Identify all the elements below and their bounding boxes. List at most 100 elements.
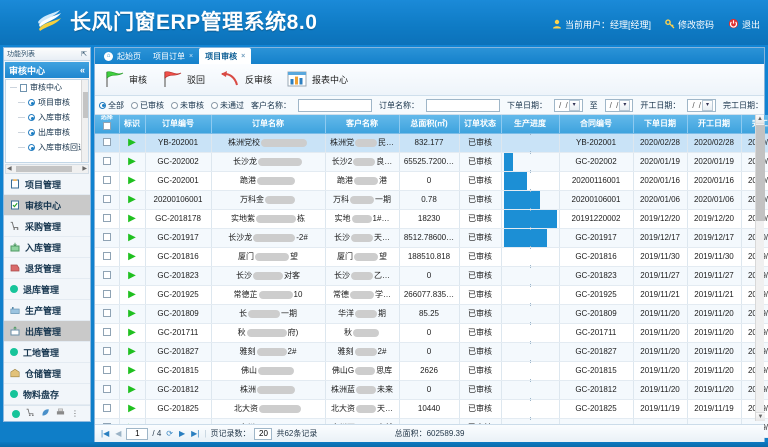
table-row[interactable]: ▶ GC-202002 长沙龙 长沙2 良… 65525.7200… 已审核 GC-20200… bbox=[95, 152, 768, 172]
sidebar-item-warehouse-return-management[interactable]: 退库管理 bbox=[4, 279, 90, 300]
column-header-start-date[interactable]: 开工日期 bbox=[687, 115, 742, 134]
table-row[interactable]: ▶ GC-201827 雅刻 2# 雅刻 2# 0 已审核 GC-201827 2019/11/2… bbox=[95, 342, 768, 362]
row-checkbox[interactable] bbox=[102, 384, 111, 393]
last-page-icon[interactable]: ▶| bbox=[191, 429, 200, 438]
row-flag-cell[interactable]: ▶ bbox=[119, 247, 146, 267]
scrollbar-thumb[interactable] bbox=[83, 92, 88, 118]
row-flag-cell[interactable]: ▶ bbox=[119, 228, 146, 248]
calendar-dropdown-icon[interactable]: ▾ bbox=[619, 99, 631, 111]
row-select-cell[interactable] bbox=[95, 171, 120, 191]
row-select-cell[interactable] bbox=[95, 190, 120, 210]
row-flag-cell[interactable]: ▶ bbox=[119, 323, 146, 343]
scroll-left-icon[interactable]: ◀ bbox=[7, 166, 12, 172]
row-flag-cell[interactable]: ▶ bbox=[119, 190, 146, 210]
row-flag-cell[interactable]: ▶ bbox=[119, 285, 146, 305]
row-select-cell[interactable] bbox=[95, 361, 120, 381]
green-play-icon[interactable]: ▶ bbox=[128, 308, 136, 319]
row-flag-cell[interactable]: ▶ bbox=[119, 152, 146, 172]
row-select-cell[interactable] bbox=[95, 323, 120, 343]
column-header-progress[interactable]: 生产进度 bbox=[501, 115, 560, 134]
column-header-order-status[interactable]: 订单状态 bbox=[459, 115, 502, 134]
green-play-icon[interactable]: ▶ bbox=[128, 175, 136, 186]
scroll-up-icon[interactable]: ▲ bbox=[756, 115, 764, 124]
green-play-icon[interactable]: ▶ bbox=[128, 156, 136, 167]
table-row[interactable]: ▶ GC-201925 常德芷 10 常德 学… 266077.835… 已审核 GC-2019… bbox=[95, 285, 768, 305]
refresh-icon[interactable]: ⟳ bbox=[166, 429, 173, 438]
green-play-icon[interactable]: ▶ bbox=[128, 213, 136, 224]
order-date-from-picker[interactable]: / / ▾ bbox=[554, 98, 583, 112]
green-play-icon[interactable]: ▶ bbox=[128, 384, 136, 395]
row-checkbox[interactable] bbox=[102, 346, 111, 355]
prev-page-icon[interactable]: ◀ bbox=[115, 429, 122, 438]
green-play-icon[interactable]: ▶ bbox=[128, 327, 136, 338]
calendar-dropdown-icon[interactable]: ▾ bbox=[568, 99, 580, 111]
sidebar-item-production-management[interactable]: 生产管理 bbox=[4, 300, 90, 321]
sidebar-item-return-management[interactable]: 退货管理 bbox=[4, 258, 90, 279]
next-page-icon[interactable]: ▶ bbox=[179, 429, 186, 438]
sidebar-item-inbound-management[interactable]: 入库管理 bbox=[4, 237, 90, 258]
row-flag-cell[interactable]: ▶ bbox=[119, 399, 146, 419]
table-row[interactable]: ▶ GC-2018178 实地紫栋 实地 1#… 18230 已审核 20191220002 2… bbox=[95, 209, 768, 229]
tab-home[interactable]: ⌂ 起始页 bbox=[98, 48, 147, 64]
tree-vertical-scrollbar[interactable] bbox=[81, 80, 88, 162]
column-header-select[interactable]: 选择 bbox=[95, 115, 120, 134]
row-select-cell[interactable] bbox=[95, 266, 120, 286]
table-row[interactable]: ▶ GC-202001 跪港 跪港港 0 已审核 20200116001 2020/01/16… bbox=[95, 171, 768, 191]
radio-icon[interactable] bbox=[99, 101, 106, 109]
tree-expander-icon[interactable]: — bbox=[10, 84, 17, 91]
sidebar-item-audit-center[interactable]: 审核中心 bbox=[4, 195, 90, 216]
radio-icon[interactable] bbox=[211, 101, 218, 109]
leaf-icon[interactable] bbox=[41, 408, 50, 419]
cart-icon[interactable] bbox=[26, 408, 35, 419]
start-date-picker[interactable]: / / ▾ bbox=[687, 98, 717, 112]
row-select-cell[interactable] bbox=[95, 285, 120, 305]
row-select-cell[interactable] bbox=[95, 152, 120, 172]
green-play-icon[interactable]: ▶ bbox=[128, 270, 136, 281]
green-play-icon[interactable]: ▶ bbox=[128, 194, 136, 205]
green-play-icon[interactable]: ▶ bbox=[128, 403, 136, 414]
row-checkbox[interactable] bbox=[102, 403, 111, 412]
table-row[interactable]: ▶ 20200106001 万科金 万科 一期 0.78 已审核 20200106001 202… bbox=[95, 190, 768, 210]
row-checkbox[interactable] bbox=[102, 156, 111, 165]
row-checkbox[interactable] bbox=[102, 365, 111, 374]
row-checkbox[interactable] bbox=[102, 308, 111, 317]
column-header-customer-name[interactable]: 客户名称 bbox=[325, 115, 400, 134]
scroll-down-icon[interactable]: ▼ bbox=[756, 412, 765, 421]
row-checkbox[interactable] bbox=[102, 194, 111, 203]
green-play-icon[interactable]: ▶ bbox=[128, 251, 136, 262]
green-play-icon[interactable]: ▶ bbox=[128, 346, 136, 357]
table-row[interactable]: ▶ GC-201825 北大资 北大资 天… 10440 已审核 GC-201825 2019/… bbox=[95, 399, 768, 419]
tree-root-node[interactable]: — 审核中心 bbox=[6, 80, 88, 95]
row-flag-cell[interactable]: ▶ bbox=[119, 342, 146, 362]
calendar-dropdown-icon[interactable]: ▾ bbox=[702, 99, 714, 111]
row-flag-cell[interactable]: ▶ bbox=[119, 209, 146, 229]
sidebar-item-outbound-management[interactable]: 出库管理 bbox=[4, 321, 90, 342]
order-name-input[interactable] bbox=[426, 98, 500, 112]
scroll-right-icon[interactable]: ▶ bbox=[82, 166, 87, 172]
tree-horizontal-scrollbar[interactable]: ◀ ▶ bbox=[5, 164, 89, 174]
pin-icon[interactable]: ⇱ bbox=[81, 51, 87, 58]
sidebar-item-purchase-management[interactable]: 采购管理 bbox=[4, 216, 90, 237]
close-icon[interactable]: × bbox=[189, 52, 194, 60]
row-select-cell[interactable] bbox=[95, 380, 120, 400]
customer-name-input[interactable] bbox=[298, 98, 372, 112]
table-row[interactable]: ▶ GC-201815 佛山 佛山G 思库 2626 已审核 GC-201815 2019/11… bbox=[95, 361, 768, 381]
select-all-checkbox[interactable] bbox=[102, 122, 111, 131]
change-password-button[interactable]: 修改密码 bbox=[665, 18, 714, 31]
row-select-cell[interactable] bbox=[95, 399, 120, 419]
column-header-order-no[interactable]: 订单编号 bbox=[145, 115, 212, 134]
filter-radio-unaudited[interactable]: 未审核 bbox=[171, 100, 204, 111]
row-flag-cell[interactable]: ▶ bbox=[119, 266, 146, 286]
un-audit-button[interactable]: 反审核 bbox=[219, 69, 272, 91]
row-checkbox[interactable] bbox=[102, 213, 111, 222]
first-page-icon[interactable]: |◀ bbox=[101, 429, 110, 438]
scrollbar-thumb[interactable] bbox=[16, 166, 72, 172]
row-flag-cell[interactable]: ▶ bbox=[119, 361, 146, 381]
column-header-contract-no[interactable]: 合同编号 bbox=[559, 115, 634, 134]
table-row[interactable]: ▶ GC-201711 秋府) 秋 0 已审核 GC-201711 2019/11/20 201… bbox=[95, 323, 768, 343]
row-checkbox[interactable] bbox=[102, 289, 111, 298]
green-play-icon[interactable]: ▶ bbox=[128, 137, 136, 148]
tab-project-audit[interactable]: 项目审核 × bbox=[199, 48, 252, 64]
radio-icon[interactable] bbox=[171, 101, 178, 109]
row-flag-cell[interactable]: ▶ bbox=[119, 171, 146, 191]
